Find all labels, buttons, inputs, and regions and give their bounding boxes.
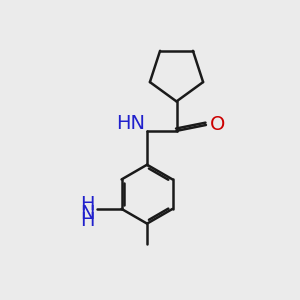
Text: N: N (80, 204, 94, 223)
Text: HN: HN (116, 114, 145, 133)
Text: H: H (80, 211, 94, 230)
Text: O: O (209, 116, 225, 134)
Text: H: H (80, 195, 94, 214)
